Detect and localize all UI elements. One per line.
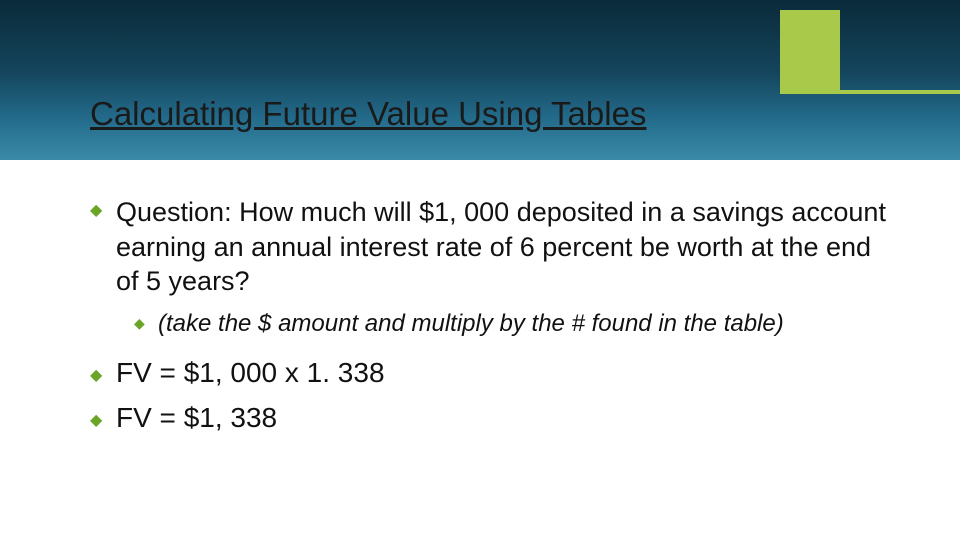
note-bullet: (take the $ amount and multiply by the #… xyxy=(134,309,890,340)
slide: Calculating Future Value Using Tables Qu… xyxy=(0,0,960,540)
fv-line-1: FV = $1, 000 x 1. 338 xyxy=(90,351,890,396)
slide-body: Question: How much will $1, 000 deposite… xyxy=(90,195,890,441)
slide-title: Calculating Future Value Using Tables xyxy=(90,95,646,133)
accent-block xyxy=(780,10,840,90)
question-text: How much will $1, 000 deposited in a sav… xyxy=(116,197,886,296)
note-lead: (take xyxy=(158,310,211,337)
fv-line-2: FV = $1, 338 xyxy=(90,396,890,441)
accent-rule xyxy=(780,90,960,94)
question-bullet: Question: How much will $1, 000 deposite… xyxy=(90,195,890,299)
note-rest: the $ amount and multiply by the # found… xyxy=(211,310,783,337)
question-label: Question: xyxy=(116,197,232,227)
